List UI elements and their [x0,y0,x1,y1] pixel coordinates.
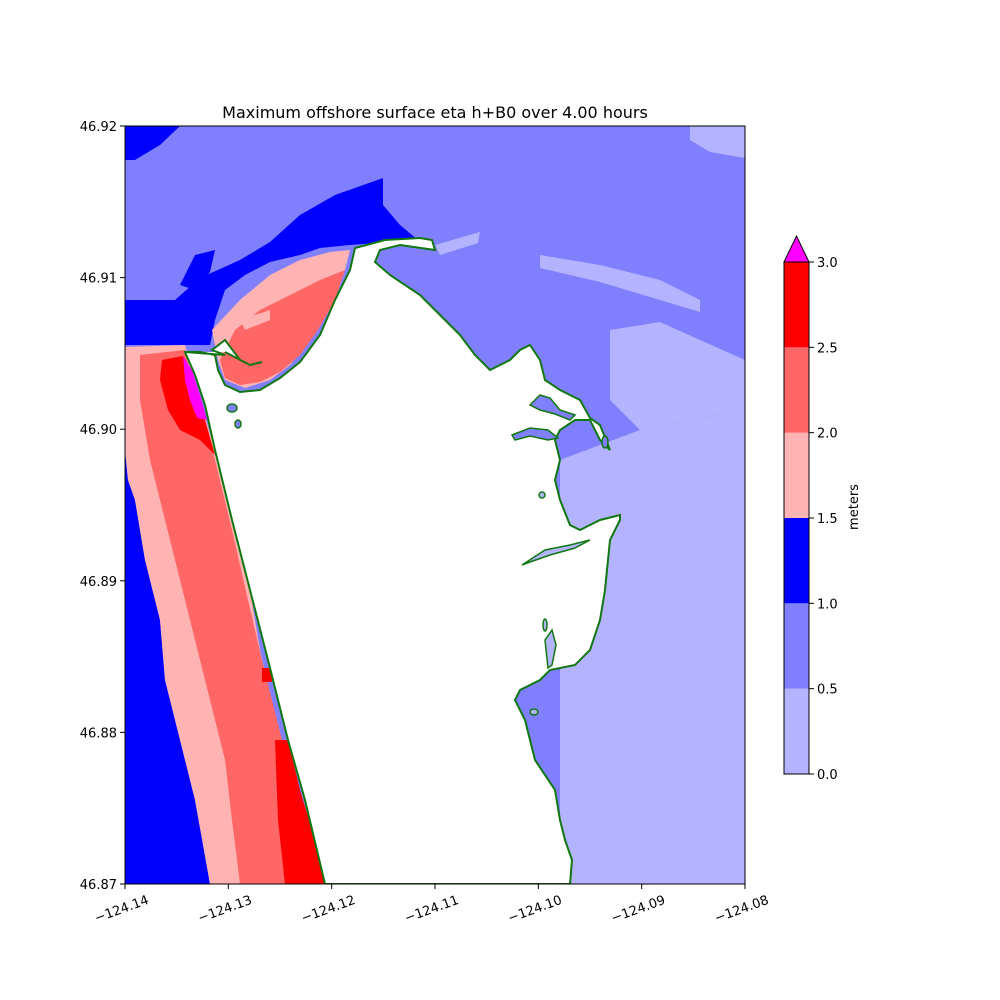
band-over-3.0 [183,356,207,420]
y-tick-label: 46.88 [80,726,117,741]
band-2.5-3.0-spot [262,668,272,682]
colorbar-band [784,347,809,433]
band-1.0-1.5-west [125,450,210,884]
colorbar-tick-label: 3.0 [817,256,838,271]
band-0.0-0.5-streak [540,255,700,312]
band-2.0-2.5-spot [240,310,270,330]
band-2.5-3.0-south [275,740,325,884]
band-1.0-1.5-islet [180,250,215,290]
colorbar-tick-label: 2.0 [817,427,838,442]
band-0.0-0.5-northeast [690,126,745,158]
band-1.0-1.5-north [125,126,180,160]
inlet-4 [544,628,557,670]
y-tick-label: 46.89 [80,575,117,590]
chart-title: Maximum offshore surface eta h+B0 over 4… [222,103,648,122]
pond-3 [538,491,546,499]
colorbar-band [784,603,809,689]
colorbar-tick-label: 0.5 [817,683,838,698]
colorbar-band [784,688,809,774]
pond-2 [234,419,242,429]
band-2.0-2.5-lobe [220,270,345,385]
colorbar-band [784,432,809,518]
pond-1 [226,403,238,413]
y-axis: 46.87 46.88 46.89 46.90 46.91 46.92 [80,120,125,893]
inlet-1 [510,427,560,441]
colorbar: 0.0 0.5 1.0 1.5 2.0 2.5 3.0 meters [783,234,862,783]
pond-6 [542,618,548,632]
colorbar-extend-triangle [783,234,810,263]
x-tick-label: −124.09 [609,893,667,926]
x-tick-label: −124.14 [93,893,151,926]
colorbar-tick-label: 0.0 [817,768,838,783]
y-tick-label: 46.91 [80,272,117,287]
x-tick-label: −124.12 [299,893,357,926]
inlet-2 [521,539,591,566]
pond-4 [529,708,539,716]
band-0.0-0.5-patch [435,232,480,255]
colorbar-band [784,518,809,604]
x-tick-label: −124.08 [713,893,771,926]
map-plot [125,126,745,884]
x-tick-label: −124.10 [506,893,564,926]
band-1.0-1.5-shelf [125,178,418,345]
colorbar-band [784,262,809,348]
colorbar-tick-label: 1.5 [817,512,838,527]
x-tick-label: −124.11 [403,893,461,926]
y-tick-label: 46.90 [80,423,117,438]
y-tick-label: 46.92 [80,120,117,135]
colorbar-label: meters [847,484,862,530]
land-mass [183,236,621,884]
x-axis: −124.14 −124.13 −124.12 −124.11 −124.10 −124.… [93,884,771,926]
x-tick-label: −124.13 [196,893,254,926]
inlet-3 [528,394,577,421]
colorbar-tick-label: 1.0 [817,597,838,612]
pond-5 [601,435,609,449]
band-0.0-0.5-ridge [610,322,745,430]
colorbar-tick-label: 2.5 [817,341,838,356]
band-2.5-3.0-north [160,356,215,455]
y-tick-label: 46.87 [80,878,117,893]
